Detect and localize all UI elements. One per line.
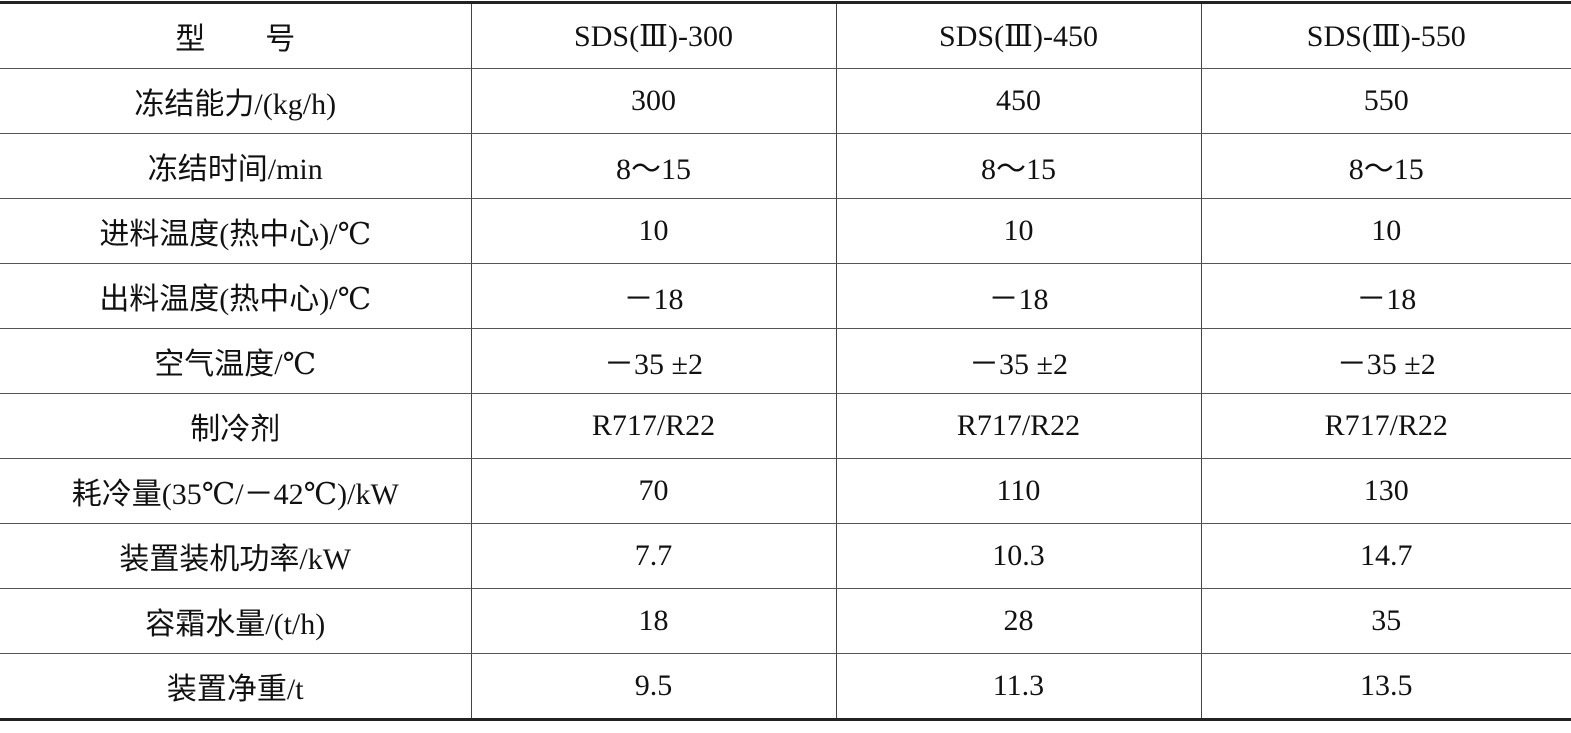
table-row: 出料温度(热中心)/℃ －18 －18 －18 (0, 263, 1571, 329)
data-cell: －35 ±2 (1200, 328, 1571, 394)
table-row: 容霜水量/(t/h) 18 28 35 (0, 588, 1571, 654)
table-row: 装置装机功率/kW 7.7 10.3 14.7 (0, 523, 1571, 589)
header-cell: SDS(Ⅲ)-450 (835, 1, 1202, 69)
data-cell: 10 (470, 198, 837, 264)
data-cell: 8～15 (835, 133, 1202, 199)
row-label: 耗冷量(35℃/－42℃)/kW (0, 458, 472, 524)
row-label: 出料温度(热中心)/℃ (0, 263, 472, 329)
header-row: 型 号 SDS(Ⅲ)-300 SDS(Ⅲ)-450 SDS(Ⅲ)-550 (0, 1, 1571, 69)
data-cell: R717/R22 (470, 393, 837, 459)
data-cell: －35 ±2 (470, 328, 837, 394)
data-cell: 450 (835, 68, 1202, 134)
row-label: 装置装机功率/kW (0, 523, 472, 589)
data-cell: －35 ±2 (835, 328, 1202, 394)
data-cell: 35 (1200, 588, 1571, 654)
data-cell: 10 (1200, 198, 1571, 264)
header-label: 型 号 (0, 1, 472, 69)
table-row: 冻结能力/(kg/h) 300 450 550 (0, 68, 1571, 134)
data-cell: 18 (470, 588, 837, 654)
data-cell: －18 (835, 263, 1202, 329)
row-label: 冻结时间/min (0, 133, 472, 199)
data-cell: －18 (470, 263, 837, 329)
header-cell: SDS(Ⅲ)-300 (470, 1, 837, 69)
row-label: 冻结能力/(kg/h) (0, 68, 472, 134)
data-cell: R717/R22 (1200, 393, 1571, 459)
row-label: 容霜水量/(t/h) (0, 588, 472, 654)
data-cell: 11.3 (835, 653, 1202, 721)
data-cell: 10 (835, 198, 1202, 264)
data-cell: 8～15 (1200, 133, 1571, 199)
table-row: 耗冷量(35℃/－42℃)/kW 70 110 130 (0, 458, 1571, 524)
data-cell: 110 (835, 458, 1202, 524)
table-row: 空气温度/℃ －35 ±2 －35 ±2 －35 ±2 (0, 328, 1571, 394)
header-cell: SDS(Ⅲ)-550 (1200, 1, 1571, 69)
data-cell: R717/R22 (835, 393, 1202, 459)
table-row: 制冷剂 R717/R22 R717/R22 R717/R22 (0, 393, 1571, 459)
data-cell: 7.7 (470, 523, 837, 589)
data-cell: 130 (1200, 458, 1571, 524)
table-row: 进料温度(热中心)/℃ 10 10 10 (0, 198, 1571, 264)
table-row: 冻结时间/min 8～15 8～15 8～15 (0, 133, 1571, 199)
row-label: 制冷剂 (0, 393, 472, 459)
row-label: 装置净重/t (0, 653, 472, 721)
data-cell: 9.5 (470, 653, 837, 721)
data-cell: 8～15 (470, 133, 837, 199)
row-label: 空气温度/℃ (0, 328, 472, 394)
data-cell: 300 (470, 68, 837, 134)
data-cell: 10.3 (835, 523, 1202, 589)
data-cell: 14.7 (1200, 523, 1571, 589)
data-cell: 550 (1200, 68, 1571, 134)
data-cell: －18 (1200, 263, 1571, 329)
row-label: 进料温度(热中心)/℃ (0, 198, 472, 264)
data-cell: 28 (835, 588, 1202, 654)
data-cell: 70 (470, 458, 837, 524)
data-cell: 13.5 (1200, 653, 1571, 721)
table-row: 装置净重/t 9.5 11.3 13.5 (0, 653, 1571, 721)
